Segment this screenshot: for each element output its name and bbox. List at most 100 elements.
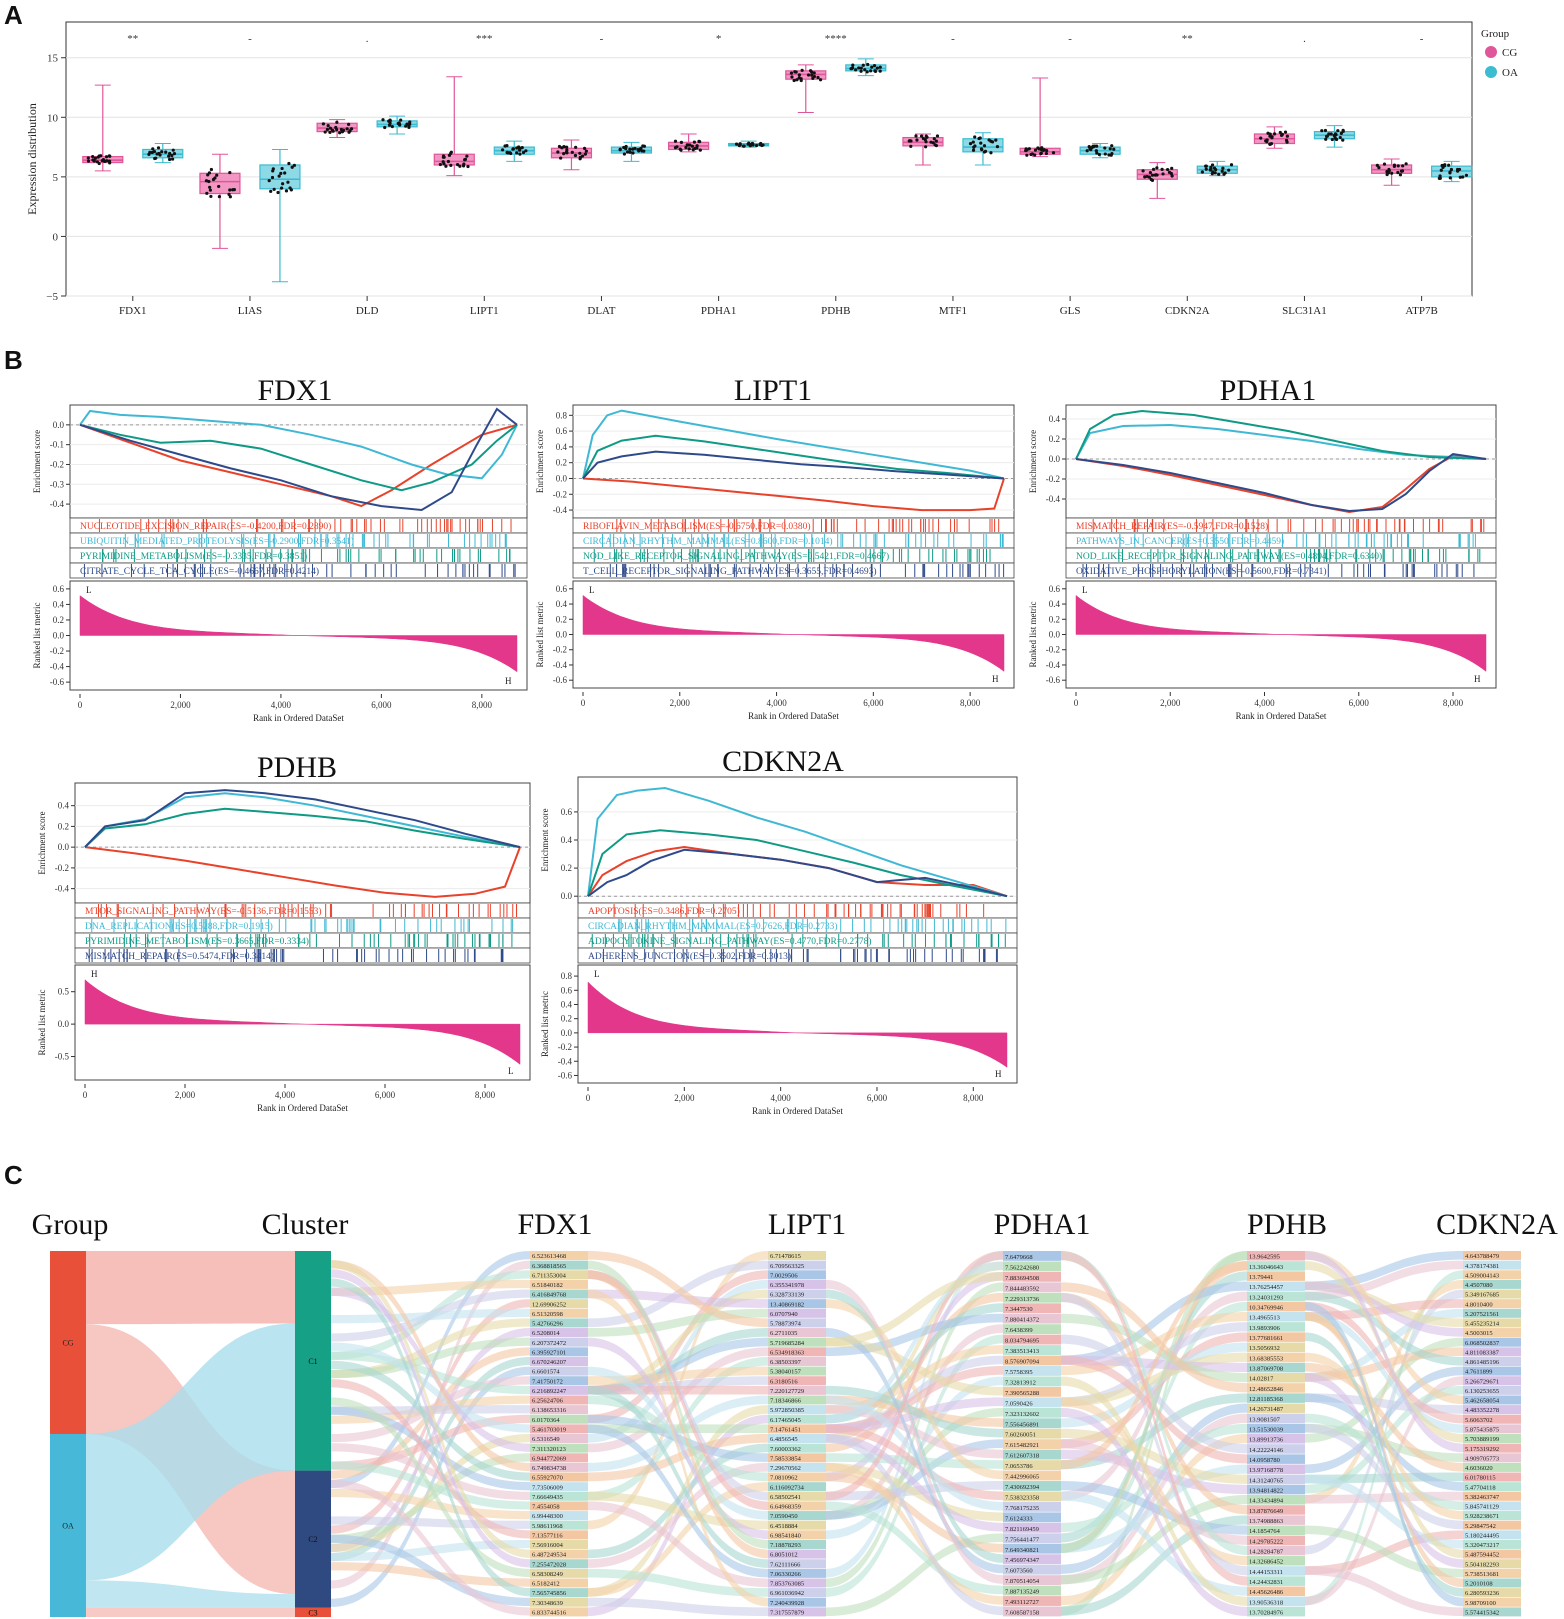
data-point [328,130,332,135]
es-tick-label: -0.1 [50,440,64,450]
value-node-label: 6.01780115 [1465,1475,1496,1482]
data-point [909,139,913,143]
sankey-flow [1061,1434,1247,1606]
data-point [818,78,823,82]
value-node [530,1482,588,1492]
y-tick-label: 10 [47,112,59,124]
value-node-label: 7.880414372 [1005,1317,1039,1324]
gsea-title: FDX1 [257,374,332,407]
value-node-label: 6.51840182 [532,1282,563,1289]
value-node-label: 7.60003362 [770,1446,801,1453]
value-node [1003,1554,1061,1565]
value-node [530,1578,588,1588]
sankey-flow [588,1491,768,1530]
data-point [390,125,394,129]
rank-tick-label: -0.2 [1046,645,1060,655]
value-node [1003,1303,1061,1314]
es-curve [587,786,1008,898]
data-point [675,145,679,149]
sankey-flow [588,1482,768,1597]
x-tick-label: 8,000 [475,1090,496,1100]
data-point [583,152,587,156]
sankey-flow [826,1434,1003,1532]
data-point [697,140,702,144]
value-node [530,1270,588,1280]
es-curve [84,846,521,898]
value-node [768,1347,826,1357]
data-point [1204,164,1208,168]
value-node-label: 7.442996065 [1005,1474,1039,1481]
data-point [1033,148,1038,152]
data-point [1161,172,1165,176]
x-tick-label: 0 [78,700,83,710]
sankey-flow [588,1395,768,1472]
x-tick-label: 4,000 [766,698,787,708]
sankey-flow [1061,1282,1247,1393]
sankey-flow [1305,1337,1463,1443]
data-point [1148,170,1152,175]
data-point [383,125,387,130]
value-node [530,1279,588,1289]
sankey-flow [1061,1515,1247,1616]
es-axis-label: Enrichment score [37,811,47,874]
panel-label-b: B [4,345,23,375]
es-curve [79,407,518,512]
value-node [530,1588,588,1598]
value-node-label: 6.116092734 [770,1484,805,1491]
group-node-label: OA [62,1522,74,1531]
value-node [1003,1386,1061,1397]
value-node [1463,1568,1521,1578]
value-node [530,1530,588,1540]
value-node-label: 6.138653316 [532,1407,567,1414]
value-node [768,1366,826,1376]
data-point [292,163,297,167]
value-node-label: 14.26731487 [1249,1406,1284,1413]
data-point [1160,167,1164,172]
sankey-flow [588,1289,768,1607]
value-node-label: 7.13577116 [532,1532,563,1539]
value-node [530,1376,588,1386]
x-axis-label: Rank in Ordered DataSet [1236,711,1327,721]
sankey-flow [331,1269,530,1568]
value-node-label: 5.6063702 [1465,1417,1493,1424]
value-node-label: 5.875435875 [1465,1427,1499,1434]
data-point [281,182,285,186]
data-point [86,159,91,163]
data-point [1045,148,1049,153]
sankey-flow [1305,1301,1463,1424]
data-point [872,64,877,68]
value-node-label: 5.320473217 [1465,1542,1500,1549]
rank-metric-area [79,595,518,673]
rank-tick-label: -0.2 [50,646,64,656]
value-node [768,1511,826,1521]
data-point [1270,136,1274,140]
value-node [530,1366,588,1376]
value-node-label: 7.768175235 [1005,1505,1039,1512]
data-point [381,118,385,122]
value-node [768,1414,826,1424]
value-node [1247,1535,1305,1546]
value-node-label: 5.845741129 [1465,1504,1499,1511]
gsea-title: PDHB [257,751,337,784]
value-node-label: 7.853763085 [770,1581,804,1588]
value-node [530,1251,588,1261]
data-point [1110,144,1114,148]
es-curve [84,789,521,849]
value-node [1003,1345,1061,1355]
sankey-flow [588,1597,768,1617]
data-point [147,152,151,156]
value-node [768,1385,826,1395]
value-node [1247,1576,1305,1586]
rank-tick-label: 0.4 [561,999,573,1009]
value-node-label: 5.207521561 [1465,1311,1499,1318]
es-tick-label: -0.4 [1046,494,1061,504]
value-node [768,1434,826,1444]
data-point [578,151,582,155]
data-point [987,138,991,142]
value-node [1003,1251,1061,1261]
significance-label: ** [1182,33,1193,45]
data-point [968,142,973,146]
es-tick-label: -0.4 [553,505,568,515]
data-point [463,157,468,161]
data-point [633,146,637,151]
